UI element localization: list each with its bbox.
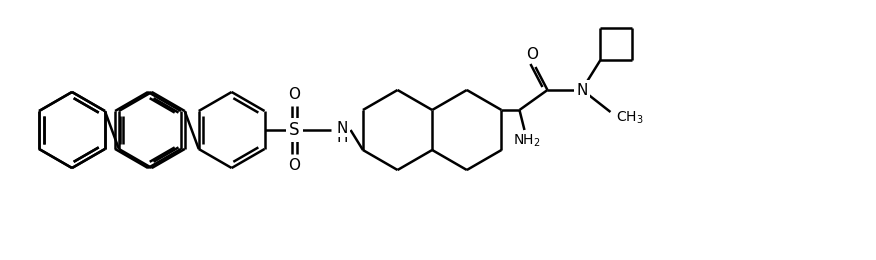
Text: CH$_3$: CH$_3$ (617, 110, 644, 126)
Text: S: S (289, 121, 300, 139)
Text: N: N (337, 120, 349, 135)
Text: O: O (288, 87, 300, 101)
Text: NH$_2$: NH$_2$ (512, 133, 540, 149)
Text: O: O (526, 47, 539, 62)
Text: H: H (336, 131, 349, 146)
Text: O: O (288, 159, 300, 173)
Text: N: N (576, 82, 588, 98)
